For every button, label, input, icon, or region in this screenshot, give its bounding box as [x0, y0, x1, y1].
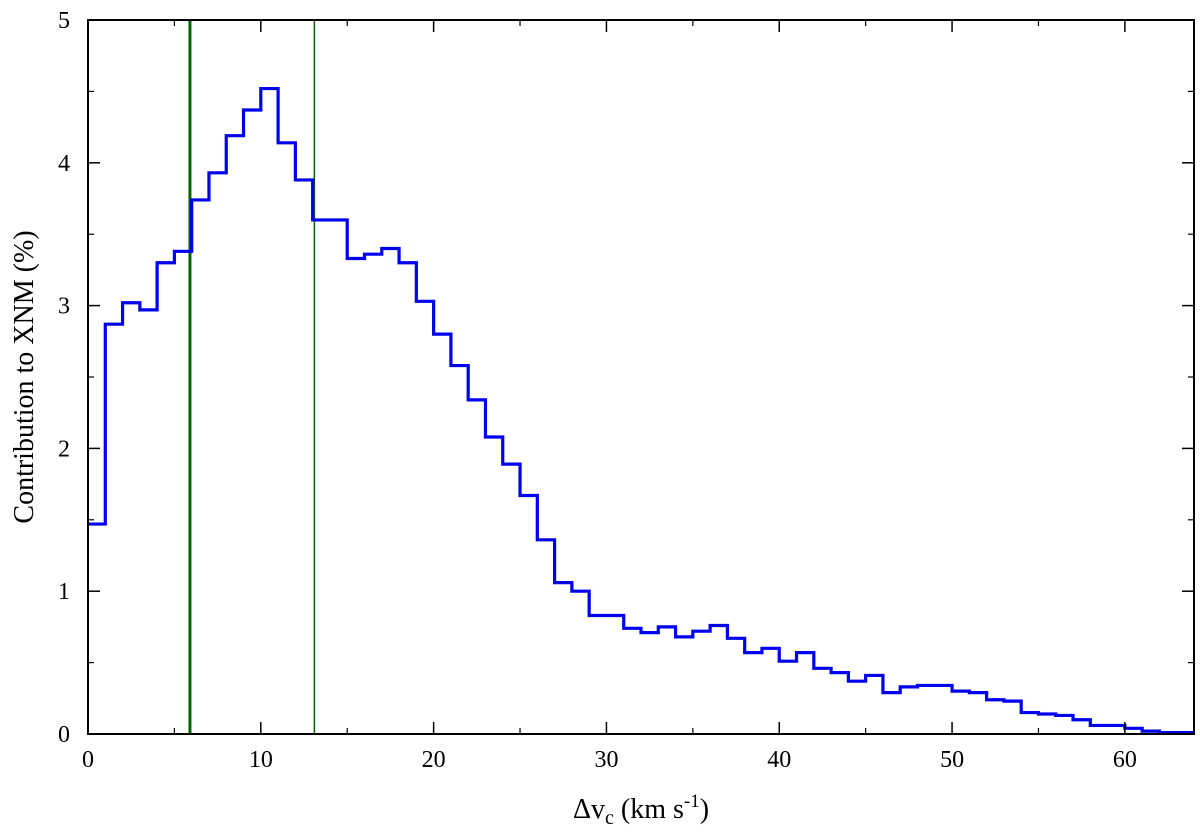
- tick-labels: 0 10 20 30 40 50 60 0 1 2 3 4 5: [58, 8, 1137, 773]
- x-tick-label: 20: [422, 747, 446, 773]
- x-tick-label: 30: [594, 747, 618, 773]
- x-axis-label-suffix: ): [700, 794, 709, 825]
- y-tick-label: 4: [58, 151, 70, 177]
- x-axis-label-prefix: Δv: [573, 794, 605, 825]
- x-axis-label-sup: -1: [684, 791, 700, 812]
- y-tick-label: 3: [58, 294, 70, 320]
- x-tick-label: 50: [940, 747, 964, 773]
- x-tick-label: 60: [1113, 747, 1137, 773]
- x-axis-label: Δvc (km s-1): [573, 791, 709, 829]
- x-axis-label-sub: c: [605, 807, 614, 829]
- y-tick-label: 2: [58, 436, 70, 462]
- y-axis-label: Contribution to XNM (%): [9, 230, 40, 523]
- x-tick-label: 10: [249, 747, 273, 773]
- y-tick-label: 5: [58, 8, 70, 34]
- reference-lines: [188, 20, 316, 734]
- x-tick-label: 40: [767, 747, 791, 773]
- y-tick-label: 0: [58, 722, 70, 748]
- y-tick-label: 1: [58, 579, 70, 605]
- x-tick-label: 0: [82, 747, 94, 773]
- ticks: [87, 19, 1194, 735]
- x-axis-label-mid: (km s: [614, 794, 684, 825]
- histogram-series: [88, 86, 1194, 735]
- series-layer: [88, 86, 1194, 735]
